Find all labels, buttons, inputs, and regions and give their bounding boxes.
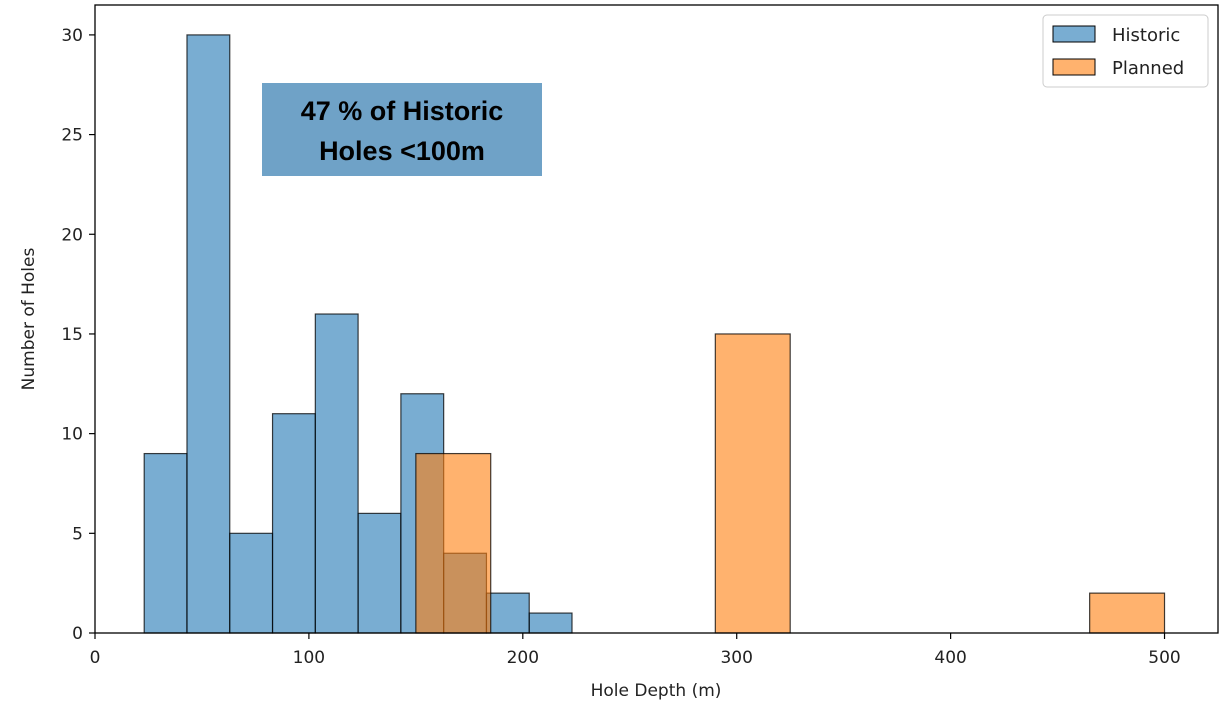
- historic-bar-8: [485, 592, 530, 634]
- legend-label-planned: Planned: [1112, 58, 1184, 79]
- y-axis-ticks: 0 5 10 15 20 25 30: [61, 26, 95, 644]
- y-tick-label-5: 5: [72, 524, 83, 544]
- annotation-line-1: 47 % of Historic: [301, 96, 504, 126]
- x-tick-label-500: 500: [1148, 648, 1180, 668]
- planned-series: [415, 333, 1166, 634]
- historic-bar-2: [229, 532, 274, 634]
- planned-bar-1: [714, 333, 791, 634]
- y-tick-label-15: 15: [61, 325, 83, 345]
- y-tick-label-30: 30: [61, 26, 83, 46]
- planned-bar-0: [415, 452, 492, 634]
- historic-bar-1: [186, 34, 231, 634]
- legend-swatch-planned: [1052, 58, 1096, 76]
- historic-bar-4: [314, 313, 359, 634]
- x-tick-label-0: 0: [90, 648, 101, 668]
- historic-bar-3: [271, 413, 316, 634]
- y-tick-label-20: 20: [61, 225, 83, 245]
- y-axis-title: Number of Holes: [19, 248, 39, 391]
- plot-frame: [94, 4, 1219, 634]
- x-tick-label-300: 300: [720, 648, 752, 668]
- y-tick-label-0: 0: [72, 624, 83, 644]
- legend-label-historic: Historic: [1112, 25, 1180, 46]
- legend: Historic Planned: [1042, 14, 1209, 88]
- annotation-box: [262, 83, 542, 176]
- annotation-callout: 47 % of Historic Holes <100m: [262, 83, 542, 176]
- x-axis-title: Hole Depth (m): [591, 681, 722, 701]
- historic-bar-5: [357, 512, 402, 634]
- x-tick-label-400: 400: [934, 648, 966, 668]
- x-tick-label-100: 100: [293, 648, 325, 668]
- x-axis-ticks: 0 100 200 300 400 500: [90, 633, 1181, 668]
- historic-bar-0: [143, 452, 188, 634]
- legend-swatch-historic: [1052, 25, 1096, 43]
- annotation-line-2: Holes <100m: [319, 136, 485, 166]
- y-tick-label-10: 10: [61, 425, 83, 445]
- x-tick-label-200: 200: [507, 648, 539, 668]
- planned-bar-2: [1089, 592, 1166, 634]
- y-tick-label-25: 25: [61, 126, 83, 146]
- historic-bar-9: [528, 612, 573, 634]
